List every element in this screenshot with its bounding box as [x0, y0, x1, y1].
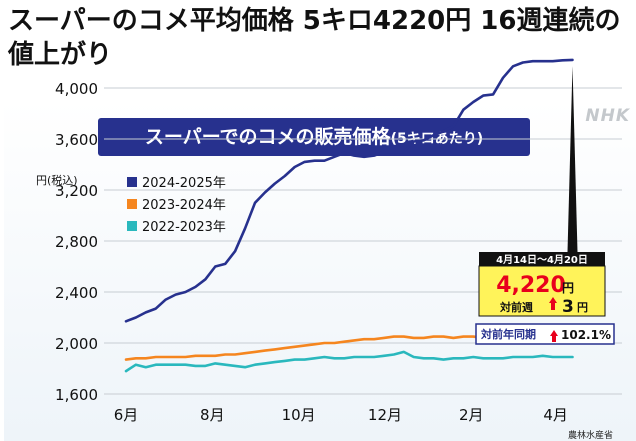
- y-tick-label: 2,400: [55, 284, 98, 302]
- yoy-box: [475, 323, 615, 345]
- up-arrow-icon: [550, 330, 558, 342]
- x-tick-label: 4月: [543, 406, 568, 424]
- y-tick-label: 2,800: [55, 233, 98, 251]
- y-tick-label: 3,600: [55, 131, 98, 149]
- legend-swatch: [127, 199, 137, 209]
- legend-swatch: [127, 221, 137, 231]
- legend-label: 2023-2024年: [142, 198, 226, 213]
- legend-label: 2022-2023年: [142, 220, 226, 235]
- chart-title: スーパーでのコメの販売価格: [144, 126, 391, 148]
- y-tick-label: 4,000: [55, 80, 98, 98]
- nhk-watermark: NHK: [585, 106, 630, 126]
- y-axis-label: 円(税込): [36, 173, 78, 187]
- up-arrow-icon: [549, 297, 557, 310]
- series-line: [124, 58, 574, 323]
- y-tick-label: 3,200: [55, 182, 98, 200]
- callout-period-bg: [479, 252, 605, 266]
- callout-pointer: [567, 65, 578, 252]
- x-tick-label: 6月: [114, 406, 139, 424]
- x-tick-label: 2月: [459, 406, 484, 424]
- callout-price-unit: 円: [562, 281, 574, 295]
- x-tick-label: 12月: [368, 406, 402, 424]
- x-tick-label: 10月: [282, 406, 316, 424]
- yoy-label: 対前年同期: [480, 327, 536, 341]
- news-headline: スーパーのコメ平均価格 5キロ4220円 16週連続の値上がり: [8, 6, 621, 70]
- callout-wow-value: 3: [562, 297, 574, 317]
- legend-label: 2024-2025年: [142, 176, 226, 191]
- callout-period: 4月14日～4月20日: [496, 254, 588, 266]
- y-tick-label: 2,000: [55, 335, 98, 353]
- callout-box: [478, 265, 606, 317]
- yoy-value: 102.1%: [561, 328, 611, 342]
- callout-wow-unit: 円: [577, 301, 588, 314]
- callout-price: 4,220: [496, 273, 566, 298]
- chart-title-box: スーパーでのコメの販売価格(5キロあたり): [98, 118, 530, 156]
- source-credit: 農林水産省: [568, 431, 614, 441]
- x-tick-label: 8月: [200, 406, 225, 424]
- callout-wow-label: 対前週: [499, 300, 533, 314]
- y-tick-label: 1,600: [55, 386, 98, 404]
- series-line: [124, 350, 574, 373]
- legend-swatch: [127, 177, 137, 187]
